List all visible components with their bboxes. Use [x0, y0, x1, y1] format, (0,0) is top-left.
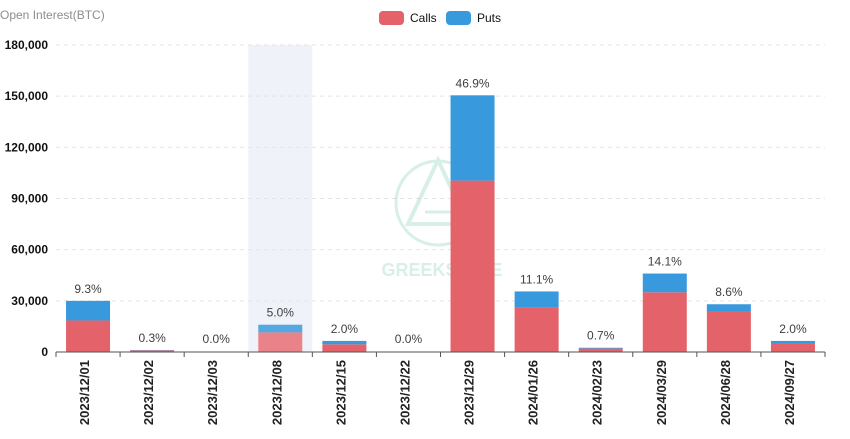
puts-bar[interactable] [258, 324, 303, 333]
calls-bar[interactable] [258, 332, 303, 352]
calls-bar[interactable] [514, 307, 559, 352]
x-tick-label: 2023/12/01 [77, 360, 92, 425]
percentage-label: 0.0% [203, 332, 231, 346]
legend-item-puts[interactable]: Puts [446, 11, 501, 25]
y-tick-label: 60,000 [11, 243, 48, 257]
puts-bar[interactable] [322, 340, 367, 345]
y-tick-label: 90,000 [11, 192, 48, 206]
legend-swatch-puts[interactable] [446, 11, 471, 25]
calls-bar[interactable] [450, 180, 495, 352]
puts-bar[interactable] [450, 95, 495, 181]
legend-label-calls[interactable]: Calls [410, 11, 437, 25]
percentage-label: 8.6% [715, 285, 743, 299]
calls-bar[interactable] [642, 292, 687, 352]
y-axis-title: Open Interest(BTC) [0, 8, 105, 22]
puts-bar[interactable] [514, 291, 559, 308]
x-axis-labels: 2023/12/01 2023/12/02 2023/12/03 2023/12/08… [77, 360, 797, 425]
calls-bar[interactable] [66, 320, 111, 352]
legend-swatch-calls[interactable] [379, 11, 404, 25]
calls-bar[interactable] [706, 311, 751, 352]
puts-bar[interactable] [66, 300, 111, 321]
x-tick-label: 2024/09/27 [782, 360, 797, 425]
percentage-label: 5.0% [267, 306, 295, 320]
percentage-label: 2.0% [779, 322, 807, 336]
calls-bar[interactable] [578, 348, 623, 352]
percentage-label: 0.3% [138, 331, 166, 345]
legend-label-puts[interactable]: Puts [477, 11, 501, 25]
legend-item-calls[interactable]: Calls [379, 11, 437, 25]
x-tick-label: 2024/06/28 [718, 360, 733, 425]
puts-bar[interactable] [706, 304, 751, 312]
x-tick-label: 2023/12/02 [141, 360, 156, 425]
percentage-label: 11.1% [520, 272, 553, 286]
value-labels-layer: 9.3% 0.3% 0.0% 5.0% 2.0% 0.0% 46.9% 11.1% 0.7% 14… [74, 76, 807, 346]
x-tick-label: 2023/12/15 [333, 360, 348, 425]
percentage-label: 2.0% [331, 322, 359, 336]
y-tick-label: 0 [41, 345, 48, 359]
calls-bar[interactable] [770, 343, 815, 352]
x-axis-ticks [55, 352, 826, 357]
y-tick-label: 30,000 [11, 294, 48, 308]
percentage-label: 14.1% [648, 255, 682, 269]
bars-layer [66, 95, 815, 352]
puts-bar[interactable] [642, 273, 687, 293]
x-tick-label: 2024/02/23 [590, 360, 605, 425]
x-tick-label: 2023/12/29 [462, 360, 477, 425]
percentage-label: 9.3% [74, 282, 102, 296]
puts-bar[interactable] [578, 347, 623, 349]
y-tick-label: 120,000 [5, 140, 49, 154]
legend[interactable]: Calls Puts [379, 11, 501, 25]
x-tick-label: 2024/03/29 [654, 360, 669, 425]
percentage-label: 46.9% [456, 76, 490, 90]
calls-bar[interactable] [130, 350, 175, 352]
puts-bar[interactable] [770, 340, 815, 344]
x-tick-label: 2024/01/26 [526, 360, 541, 425]
calls-bar[interactable] [322, 344, 367, 352]
percentage-label: 0.7% [587, 329, 615, 343]
percentage-label: 0.0% [395, 332, 423, 346]
x-tick-label: 2023/12/22 [397, 360, 412, 425]
y-tick-label: 180,000 [5, 38, 49, 52]
x-tick-label: 2023/12/03 [205, 360, 220, 425]
y-tick-label: 150,000 [5, 89, 49, 103]
x-tick-label: 2023/12/08 [269, 360, 284, 425]
y-axis-labels: 0 30,000 60,000 90,000 120,000 150,000 180,000 [5, 38, 49, 359]
